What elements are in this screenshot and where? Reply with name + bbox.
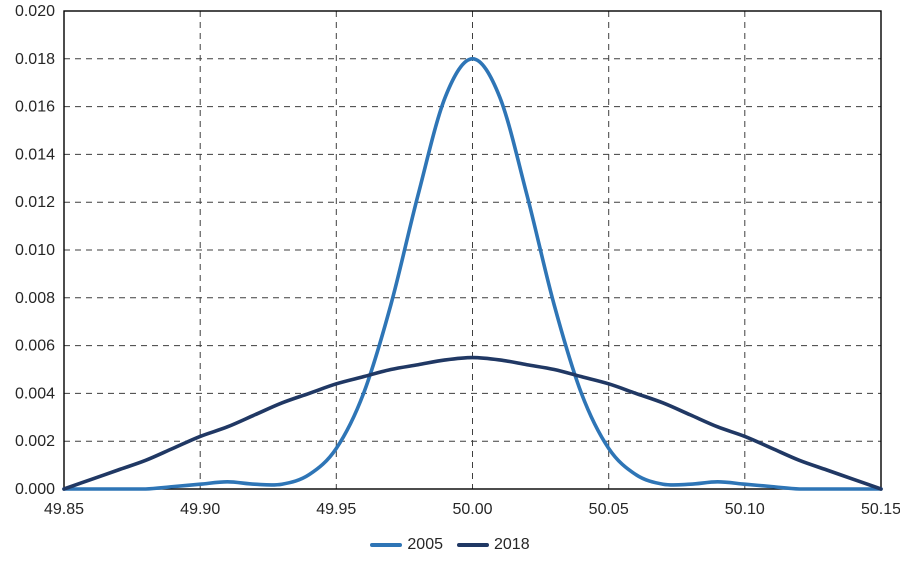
x-tick-label: 50.15 bbox=[861, 501, 900, 518]
y-tick-label: 0.002 bbox=[15, 433, 55, 450]
x-tick-label: 50.05 bbox=[589, 501, 629, 518]
y-tick-label: 0.020 bbox=[15, 3, 55, 20]
chart-plot: 0.000 0.002 0.004 0.006 0.008 0.010 0.012 0.014… bbox=[15, 3, 900, 518]
chart-legend: 2005 2018 bbox=[0, 522, 900, 567]
y-tick-label: 0.014 bbox=[15, 146, 55, 163]
legend-swatch-2005-icon bbox=[370, 542, 403, 547]
x-tick-label: 49.95 bbox=[316, 501, 356, 518]
legend-item-2018: 2018 bbox=[457, 536, 530, 554]
y-tick-label: 0.000 bbox=[15, 481, 55, 498]
x-tick-label: 49.85 bbox=[44, 501, 84, 518]
legend-item-2005: 2005 bbox=[370, 536, 443, 554]
y-tick-label: 0.008 bbox=[15, 290, 55, 307]
legend-swatch-2018-icon bbox=[457, 542, 489, 547]
y-tick-label: 0.012 bbox=[15, 194, 55, 211]
legend-label-2005: 2005 bbox=[407, 535, 443, 553]
legend-label-2018: 2018 bbox=[494, 535, 530, 553]
series-line-2005 bbox=[62, 57, 883, 491]
y-tick-label: 0.018 bbox=[15, 51, 55, 68]
y-tick-label: 0.016 bbox=[15, 99, 55, 116]
y-tick-label: 0.010 bbox=[15, 242, 55, 259]
x-tick-label: 49.90 bbox=[180, 501, 220, 518]
y-tick-label: 0.004 bbox=[15, 385, 55, 402]
plot-border bbox=[63, 10, 882, 490]
x-tick-label: 50.10 bbox=[725, 501, 765, 518]
y-tick-label: 0.006 bbox=[15, 338, 55, 355]
x-tick-label: 50.00 bbox=[452, 501, 492, 518]
series-line-2018 bbox=[62, 355, 883, 491]
